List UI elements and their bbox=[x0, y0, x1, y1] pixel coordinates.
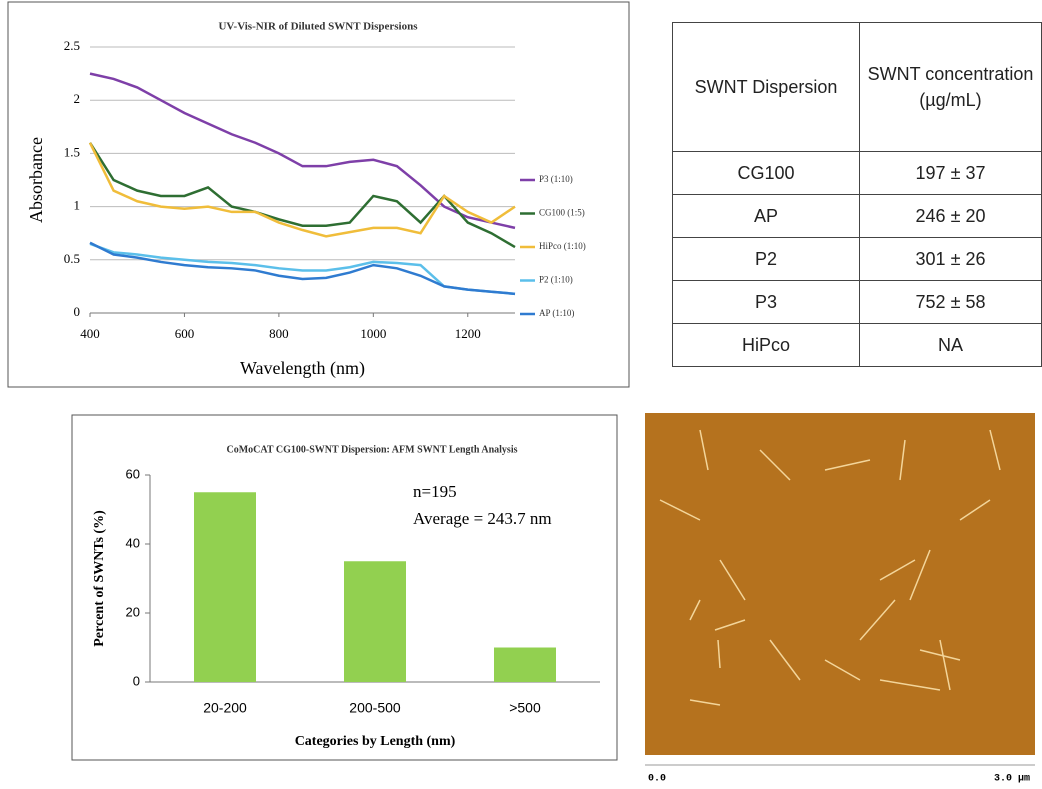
header-cell: SWNT concentration (µg/mL) bbox=[860, 23, 1042, 152]
scale-start: 0.0 bbox=[648, 774, 666, 785]
header-cell: SWNT Dispersion bbox=[673, 23, 860, 152]
bar bbox=[194, 492, 256, 682]
y-tick-label: 2.5 bbox=[64, 38, 80, 53]
page: {"chart_data": [ {"type": "line", "title… bbox=[0, 0, 1042, 789]
y-tick-label: 0 bbox=[74, 304, 81, 319]
y-tick-label: 2 bbox=[74, 91, 81, 106]
annotation: n=195 bbox=[413, 482, 457, 501]
table-cell: AP bbox=[673, 195, 860, 238]
line-panel bbox=[8, 2, 629, 387]
x-tick-label: 200-500 bbox=[349, 700, 401, 716]
legend-label: HiPco (1:10) bbox=[539, 241, 586, 251]
x-tick-label: 1200 bbox=[455, 326, 481, 341]
y-tick-label: 1 bbox=[74, 198, 81, 213]
x-tick-label: 1000 bbox=[360, 326, 386, 341]
y-tick-label: 1.5 bbox=[64, 144, 80, 159]
legend-label: CG100 (1:5) bbox=[539, 208, 585, 218]
table-cell: HiPco bbox=[673, 324, 860, 367]
table-cell: NA bbox=[860, 324, 1042, 367]
legend-label: P2 (1:10) bbox=[539, 275, 573, 285]
chart-title: CoMoCAT CG100-SWNT Dispersion: AFM SWNT … bbox=[227, 444, 518, 455]
table-cell: 301 ± 26 bbox=[860, 238, 1042, 281]
chart-title: UV-Vis-NIR of Diluted SWNT Dispersions bbox=[218, 21, 418, 33]
data-line bbox=[90, 143, 515, 247]
legend-label: AP (1:10) bbox=[539, 308, 574, 318]
x-tick-label: 20-200 bbox=[203, 700, 247, 716]
table-cell: 246 ± 20 bbox=[860, 195, 1042, 238]
table-cell: 752 ± 58 bbox=[860, 281, 1042, 324]
y-tick-label: 60 bbox=[126, 466, 140, 481]
y-tick-label: 0.5 bbox=[64, 251, 80, 266]
table-cell: CG100 bbox=[673, 152, 860, 195]
y-axis-label: Absorbance bbox=[26, 137, 46, 223]
data-line bbox=[90, 243, 515, 294]
table-cell: 197 ± 37 bbox=[860, 152, 1042, 195]
x-axis-label: Wavelength (nm) bbox=[240, 358, 365, 379]
y-tick-label: 20 bbox=[126, 604, 140, 619]
afm-image bbox=[645, 413, 1035, 755]
table-cell: P3 bbox=[673, 281, 860, 324]
legend-label: P3 (1:10) bbox=[539, 174, 573, 184]
data-line bbox=[90, 143, 515, 237]
y-tick-label: 40 bbox=[126, 535, 140, 550]
x-tick-label: 400 bbox=[80, 326, 100, 341]
bar bbox=[344, 561, 406, 682]
x-tick-label: 600 bbox=[175, 326, 195, 341]
x-axis-label: Categories by Length (nm) bbox=[295, 734, 456, 749]
scale-end: 3.0 µm bbox=[994, 774, 1030, 785]
y-axis-label: Percent of SWNTs (%) bbox=[92, 510, 107, 647]
annotation: Average = 243.7 nm bbox=[413, 509, 552, 528]
table-cell: P2 bbox=[673, 238, 860, 281]
x-tick-label: 800 bbox=[269, 326, 289, 341]
y-tick-label: 0 bbox=[133, 673, 140, 688]
bar bbox=[494, 648, 556, 683]
x-tick-label: >500 bbox=[509, 700, 541, 716]
